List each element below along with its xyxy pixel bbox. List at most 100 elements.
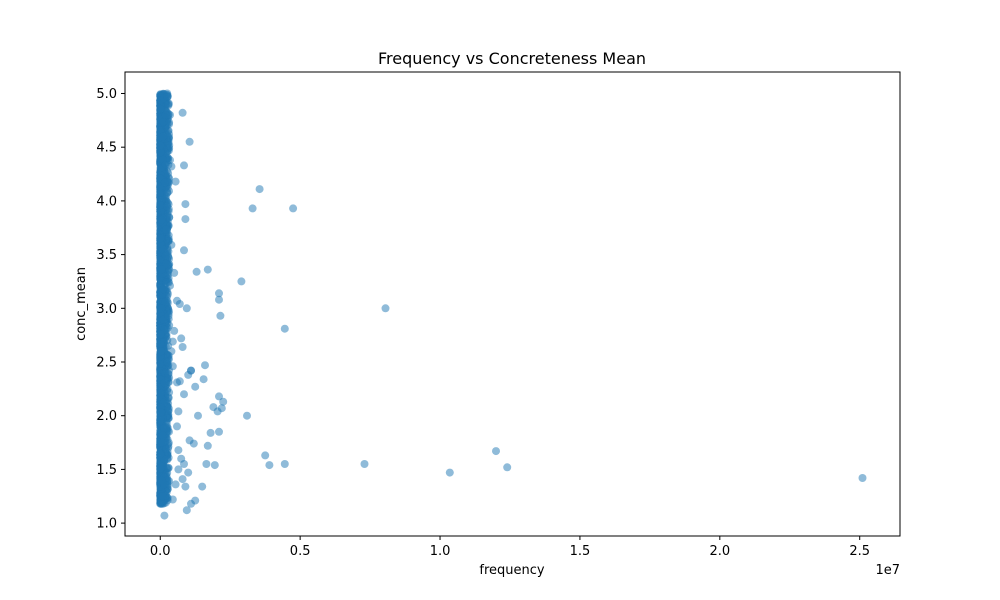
y-tick-label: 2.5 — [96, 356, 117, 371]
data-point-1987 — [156, 347, 165, 356]
data-point-2087 — [160, 511, 169, 520]
data-point-2048 — [167, 240, 176, 249]
data-point-2003 — [445, 468, 454, 477]
data-point-2049 — [167, 162, 176, 171]
x-tick-label: 1.5 — [570, 544, 591, 559]
data-point-2078 — [164, 311, 173, 320]
data-point-1970 — [157, 476, 166, 485]
data-point-1921 — [161, 298, 170, 306]
data-point-2021 — [219, 397, 228, 406]
data-point-2050 — [166, 156, 174, 165]
data-point-2079 — [191, 496, 200, 505]
x-axis-offset-label: 1e7 — [875, 563, 900, 578]
data-point-1992 — [160, 178, 169, 187]
data-point-2043 — [173, 296, 181, 305]
data-point-1880 — [156, 148, 165, 157]
data-point-1961 — [156, 201, 165, 210]
data-point-2054 — [163, 92, 172, 101]
data-point-2009 — [255, 185, 264, 194]
data-point-2069 — [187, 366, 195, 375]
data-point-1819 — [164, 404, 173, 413]
data-point-2082 — [171, 480, 180, 489]
data-point-2011 — [243, 411, 251, 420]
data-point-1980 — [156, 464, 165, 473]
data-point-2010 — [248, 204, 257, 213]
data-point-2057 — [201, 361, 209, 370]
y-tick-label: 3.0 — [96, 302, 117, 317]
x-tick-label: 0.0 — [150, 544, 171, 559]
data-point-1969 — [156, 141, 165, 150]
data-point-2058 — [194, 411, 202, 420]
y-tick-label: 3.5 — [96, 248, 117, 263]
x-tick-label: 2.5 — [849, 544, 870, 559]
data-point-1966 — [156, 234, 165, 243]
data-point-2016 — [215, 295, 223, 304]
data-point-2068 — [199, 375, 208, 384]
data-point-2004 — [381, 304, 390, 313]
data-point-2036 — [180, 161, 188, 170]
data-point-1945 — [159, 285, 168, 294]
data-point-2038 — [180, 246, 188, 255]
data-point-2039 — [180, 390, 188, 399]
data-point-2090 — [158, 492, 167, 501]
data-point-2001 — [503, 463, 512, 472]
chart-title: Frequency vs Concreteness Mean — [378, 49, 646, 68]
data-point-1979 — [156, 450, 165, 459]
data-point-2035 — [181, 200, 190, 209]
data-point-1999 — [162, 225, 171, 234]
data-point-2083 — [167, 347, 176, 356]
data-point-2072 — [177, 454, 186, 463]
data-point-2037 — [178, 108, 187, 117]
x-tick-label: 0.5 — [290, 544, 311, 559]
data-point-1996 — [163, 188, 172, 197]
data-point-2055 — [161, 111, 170, 119]
data-point-2076 — [168, 337, 177, 346]
data-point-2015 — [215, 289, 223, 298]
data-point-2070 — [182, 304, 191, 313]
data-point-2027 — [192, 267, 201, 276]
data-point-1936 — [160, 424, 169, 433]
data-point-1813 — [156, 389, 165, 398]
data-point-2024 — [203, 265, 212, 274]
data-point-2047 — [168, 362, 177, 371]
data-point-2045 — [173, 422, 181, 431]
data-point-1665 — [164, 463, 173, 472]
data-point-2052 — [164, 100, 173, 109]
y-axis-ticks: 1.0 1.5 2.0 2.5 3.0 3.5 4.0 4.5 5.0 — [96, 87, 125, 532]
data-point-2061 — [181, 482, 190, 491]
data-point-2080 — [184, 468, 193, 477]
data-point-2088 — [159, 398, 168, 407]
data-point-2017 — [216, 311, 225, 320]
data-point-2065 — [168, 495, 177, 504]
data-point-1986 — [157, 265, 166, 274]
data-point-2005 — [360, 460, 369, 468]
data-point-1938 — [162, 444, 171, 453]
x-tick-label: 2.0 — [709, 544, 730, 559]
data-point-2041 — [177, 334, 186, 343]
data-point-2040 — [178, 343, 187, 351]
y-tick-label: 1.5 — [96, 463, 117, 478]
data-point-2067 — [202, 460, 211, 468]
data-point-2060 — [185, 137, 194, 146]
data-point-2013 — [265, 461, 274, 470]
data-point-2044 — [174, 407, 183, 416]
data-point-2063 — [174, 465, 183, 474]
data-point-2026 — [206, 428, 215, 437]
data-point-1948 — [163, 357, 172, 366]
data-point-1967 — [156, 105, 165, 113]
data-point-2062 — [178, 475, 187, 484]
y-tick-label: 4.5 — [96, 141, 117, 156]
y-tick-label: 4.0 — [96, 194, 117, 209]
data-point-2000 — [858, 474, 867, 482]
data-point-2066 — [210, 461, 219, 470]
data-point-2008 — [280, 460, 289, 468]
data-point-2081 — [175, 377, 184, 386]
data-point-2023 — [209, 403, 218, 412]
data-point-2020 — [217, 404, 226, 413]
y-axis-label: conc_mean — [74, 267, 89, 341]
data-point-2012 — [237, 277, 246, 286]
data-point-2056 — [198, 482, 207, 491]
data-point-1963 — [158, 431, 167, 440]
data-point-2002 — [492, 447, 500, 456]
